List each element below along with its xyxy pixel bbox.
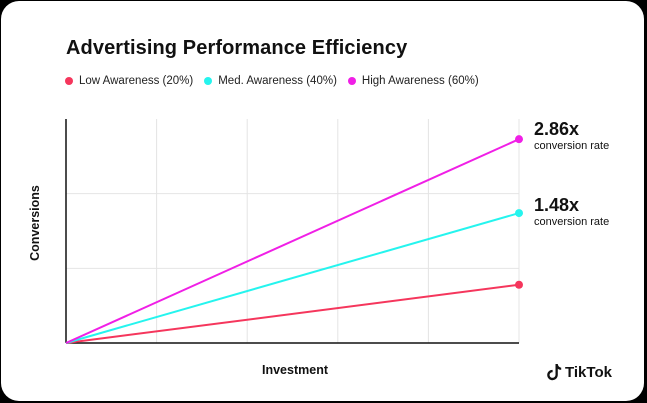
- tiktok-note-icon: [547, 364, 562, 381]
- legend-item-low: Low Awareness (20%): [65, 75, 193, 87]
- annotation-high-value: 2.86x: [534, 119, 580, 139]
- annotation-high-caption: conversion rate: [534, 140, 610, 152]
- legend-dot-med: [204, 77, 213, 85]
- legend-label-low: Low Awareness (20%): [79, 75, 194, 87]
- legend-item-high: High Awareness (60%): [347, 75, 479, 87]
- series-line-high: [65, 138, 520, 344]
- annotation-med: 1.48x conversion rate: [534, 195, 609, 229]
- series-line-low: [65, 283, 520, 344]
- legend-item-med: Med. Awareness (40%): [204, 75, 337, 87]
- series-endpoint-med: [515, 209, 523, 218]
- legend-dot-high: [347, 77, 356, 85]
- x-axis-label: Investment: [262, 363, 328, 377]
- chart-title: Advertising Performance Efficiency: [66, 37, 408, 59]
- chart-legend: Low Awareness (20%) Med. Awareness (40%)…: [65, 75, 490, 87]
- series-endpoint-high: [515, 135, 523, 144]
- tiktok-logo: TikTok: [546, 363, 612, 381]
- annotation-med-value: 1.48x: [534, 195, 580, 215]
- legend-label-high: High Awareness (60%): [361, 75, 479, 87]
- legend-label-med: Med. Awareness (40%): [218, 75, 337, 87]
- y-axis-label: Conversions: [28, 185, 42, 261]
- legend-dot-low: [65, 77, 73, 85]
- brand-name: TikTok: [565, 363, 612, 381]
- series-line-med: [65, 212, 520, 344]
- series-endpoint-low: [515, 280, 523, 289]
- annotation-med-caption: conversion rate: [534, 216, 610, 228]
- annotation-high: 2.86x conversion rate: [534, 119, 609, 153]
